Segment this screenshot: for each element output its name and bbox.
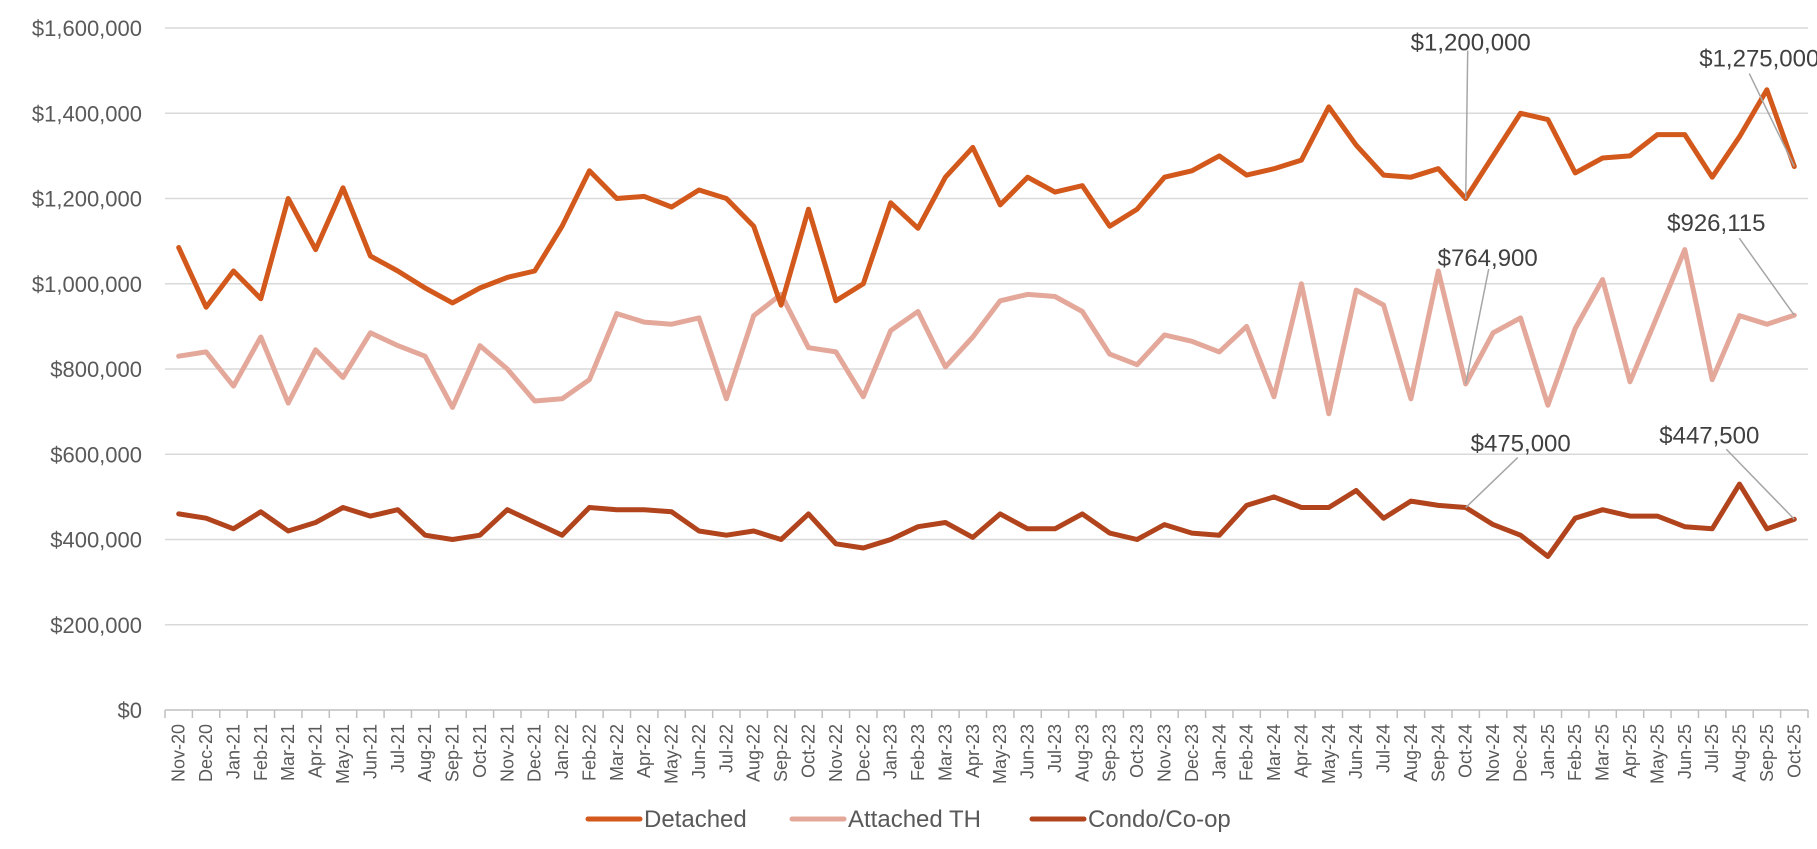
annotation-label: $1,275,000 xyxy=(1699,46,1817,73)
x-tick-label: Jun-21 xyxy=(360,724,380,779)
x-tick-label: Nov-22 xyxy=(826,724,846,782)
x-tick-label: Mar-22 xyxy=(607,724,627,781)
x-tick-label: Feb-23 xyxy=(908,724,928,781)
x-tick-label: Jun-24 xyxy=(1346,724,1366,779)
y-tick-label: $200,000 xyxy=(50,613,142,638)
x-tick-label: Oct-25 xyxy=(1784,724,1804,778)
x-tick-label: Feb-24 xyxy=(1237,724,1257,781)
legend-label: Detached xyxy=(644,806,747,833)
x-tick-label: Nov-21 xyxy=(497,724,517,782)
x-tick-label: Jun-22 xyxy=(689,724,709,779)
x-tick-label: Jun-23 xyxy=(1018,724,1038,779)
x-tick-label: Oct-24 xyxy=(1456,724,1476,778)
x-tick-label: Sep-25 xyxy=(1757,724,1777,782)
y-tick-label: $800,000 xyxy=(50,357,142,382)
legend: Detached Attached TH Condo/Co-op xyxy=(585,806,1231,833)
x-tick-label: Apr-24 xyxy=(1291,724,1311,778)
series-line-condo-co-op xyxy=(176,481,1797,559)
x-tick-label: Nov-20 xyxy=(169,724,189,782)
x-tick-label: Aug-21 xyxy=(415,724,435,782)
x-tick-label: Jan-22 xyxy=(552,724,572,779)
series-line-attached-th xyxy=(176,247,1797,417)
annotation-label: $447,500 xyxy=(1659,422,1759,449)
x-tick-label: Feb-25 xyxy=(1565,724,1585,781)
x-tick-label: Sep-21 xyxy=(443,724,463,782)
x-tick-label: Jan-21 xyxy=(223,724,243,779)
annotations: $1,200,000 $1,275,000 $764,900 $926,115 $475… xyxy=(1411,30,1817,520)
y-tick-label: $1,000,000 xyxy=(32,272,142,297)
x-tick-label: Nov-23 xyxy=(1154,724,1174,782)
x-tick-label: Dec-24 xyxy=(1510,724,1530,782)
series-line-detached xyxy=(176,87,1797,310)
x-tick-label: Apr-25 xyxy=(1620,724,1640,778)
x-tick-label: Jan-25 xyxy=(1538,724,1558,779)
annotation-label: $1,200,000 xyxy=(1411,30,1531,57)
x-tick-label: Dec-21 xyxy=(525,724,545,782)
legend-label: Condo/Co-op xyxy=(1088,806,1231,833)
x-tick-label: Mar-25 xyxy=(1593,724,1613,781)
annotation-leader xyxy=(1725,448,1795,520)
annotation-leader xyxy=(1738,237,1795,316)
x-tick-label: May-21 xyxy=(333,724,353,784)
x-tick-label: Oct-22 xyxy=(799,724,819,778)
x-tick-label: Jul-25 xyxy=(1702,724,1722,773)
y-axis: $0 $200,000 $400,000 $600,000 $800,000 $1,000… xyxy=(32,16,142,723)
x-tick-label: Jan-24 xyxy=(1209,724,1229,779)
annotation-leader xyxy=(1464,50,1469,199)
x-tick-label: Feb-21 xyxy=(251,724,271,781)
x-tick-label: May-22 xyxy=(662,724,682,784)
annotation-leader xyxy=(1748,73,1795,167)
x-tick-label: May-24 xyxy=(1319,724,1339,784)
x-tick-label: Apr-23 xyxy=(963,724,983,778)
x-tick-label: Nov-24 xyxy=(1483,724,1503,782)
x-tick-label: Aug-22 xyxy=(744,724,764,782)
series-lines xyxy=(176,87,1797,559)
y-tick-label: $600,000 xyxy=(50,442,142,467)
x-tick-label: Dec-20 xyxy=(196,724,216,782)
legend-label: Attached TH xyxy=(848,806,981,833)
x-tick-label: Aug-25 xyxy=(1730,724,1750,782)
y-tick-label: $1,400,000 xyxy=(32,101,142,126)
annotation-leader xyxy=(1464,268,1490,385)
x-tick-label: Jul-24 xyxy=(1374,724,1394,773)
x-tick-label: Oct-21 xyxy=(470,724,490,778)
x-tick-label: Dec-23 xyxy=(1182,724,1202,782)
x-tick-label: Jan-23 xyxy=(881,724,901,779)
x-tick-label: Mar-24 xyxy=(1264,724,1284,781)
y-tick-label: $1,600,000 xyxy=(32,16,142,41)
x-tick-label: Apr-21 xyxy=(306,724,326,778)
x-tick-label: Sep-24 xyxy=(1428,724,1448,782)
x-tick-label: Dec-22 xyxy=(853,724,873,782)
x-tick-label: Jul-21 xyxy=(388,724,408,773)
x-tick-label: Aug-23 xyxy=(1072,724,1092,782)
x-tick-label: Mar-23 xyxy=(935,724,955,781)
x-tick-label: Sep-23 xyxy=(1100,724,1120,782)
x-tick-label: Aug-24 xyxy=(1401,724,1421,782)
x-tick-label: May-23 xyxy=(990,724,1010,784)
annotation-label: $764,900 xyxy=(1438,245,1538,272)
annotation-label: $475,000 xyxy=(1471,431,1571,458)
x-tick-label: Mar-21 xyxy=(278,724,298,781)
x-tick-label: May-25 xyxy=(1647,724,1667,784)
annotation-label: $926,115 xyxy=(1667,210,1765,237)
x-axis: Nov-20 Dec-20 Jan-21 Feb-21 Mar-21 Apr-21 May-… xyxy=(164,709,1809,784)
y-tick-label: $0 xyxy=(118,698,142,723)
x-tick-label: Jul-22 xyxy=(716,724,736,773)
x-tick-label: Jun-25 xyxy=(1675,724,1695,779)
x-tick-label: Apr-22 xyxy=(634,724,654,778)
y-tick-label: $400,000 xyxy=(50,528,142,553)
x-tick-label: Jul-23 xyxy=(1045,724,1065,773)
x-tick-label: Oct-23 xyxy=(1127,724,1147,778)
x-tick-label: Feb-22 xyxy=(579,724,599,781)
y-tick-label: $1,200,000 xyxy=(32,187,142,212)
x-tick-label: Sep-22 xyxy=(771,724,791,782)
annotation-leader xyxy=(1465,456,1519,509)
